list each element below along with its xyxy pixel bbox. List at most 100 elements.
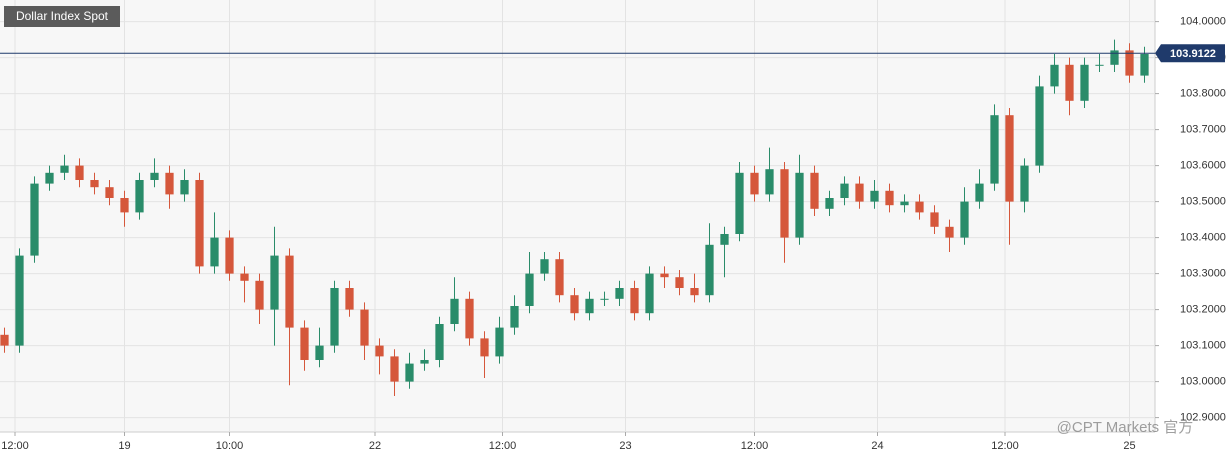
- candle-body: [690, 288, 699, 296]
- candle-body: [210, 237, 219, 267]
- y-tick-label: 104.0000: [1180, 16, 1226, 28]
- candle-body: [780, 169, 789, 238]
- candle-body: [915, 201, 924, 213]
- candle-body: [375, 345, 384, 357]
- candle-body: [0, 334, 9, 346]
- candle-body: [1020, 165, 1029, 202]
- candle-body: [225, 237, 234, 274]
- x-tick-label: 10:00: [216, 440, 244, 452]
- candle-body: [75, 165, 84, 180]
- candle-body: [435, 324, 444, 360]
- candle-body: [390, 356, 399, 382]
- candle-body: [885, 190, 894, 206]
- x-tick-label: 23: [619, 440, 631, 452]
- candle-body: [510, 306, 519, 328]
- candle-body: [300, 327, 309, 360]
- title-badge: [4, 6, 120, 27]
- watermark: @CPT Markets 官方: [1057, 419, 1194, 436]
- candle-body: [750, 172, 759, 195]
- candle-body: [870, 190, 879, 202]
- candle-body: [795, 172, 804, 238]
- candle-body: [90, 180, 99, 188]
- y-tick-label: 103.6000: [1180, 160, 1226, 172]
- candle-body: [255, 280, 264, 310]
- candle-body: [600, 298, 609, 300]
- candle-body: [150, 172, 159, 180]
- candle-body: [630, 288, 639, 314]
- candle-body: [825, 198, 834, 209]
- x-tick-label: 12:00: [741, 440, 769, 452]
- candle-body: [645, 273, 654, 314]
- y-tick-label: 103.5000: [1180, 196, 1226, 208]
- candle-body: [345, 288, 354, 310]
- candle-body: [810, 172, 819, 209]
- candle-body: [1140, 54, 1149, 76]
- y-tick-label: 103.0000: [1180, 376, 1226, 388]
- candle-body: [720, 234, 729, 245]
- candle-body: [315, 345, 324, 360]
- candle-body: [480, 338, 489, 357]
- candle-body: [1065, 64, 1074, 101]
- candle-body: [45, 172, 54, 184]
- candle-body: [420, 360, 429, 364]
- candle-body: [135, 180, 144, 213]
- candle-body: [240, 273, 249, 281]
- y-tick-label: 102.9000: [1180, 412, 1226, 424]
- candle-body: [270, 255, 279, 310]
- candle-body: [675, 277, 684, 288]
- candle-body: [615, 288, 624, 299]
- candle-body: [15, 255, 24, 346]
- candle-body: [120, 198, 129, 213]
- candle-body: [1005, 115, 1014, 202]
- y-tick-label: 103.3000: [1180, 268, 1226, 280]
- x-tick-label: 22: [369, 440, 381, 452]
- candle-body: [840, 183, 849, 198]
- candle-body: [555, 259, 564, 296]
- candle-body: [1050, 64, 1059, 87]
- candle-body: [540, 259, 549, 274]
- x-tick-label: 24: [871, 440, 883, 452]
- x-tick-label: 25: [1123, 440, 1135, 452]
- candle-body: [570, 295, 579, 314]
- chart-title: Dollar Index Spot: [16, 9, 109, 23]
- y-tick-label: 103.4000: [1180, 232, 1226, 244]
- candle-body: [960, 201, 969, 238]
- candle-body: [330, 288, 339, 346]
- candle-body: [525, 273, 534, 306]
- candle-body: [585, 298, 594, 314]
- candle-body: [855, 183, 864, 202]
- candle-body: [660, 273, 669, 278]
- last-price-label: 103.9122: [1170, 48, 1216, 60]
- candle-body: [1095, 64, 1104, 66]
- candle-body: [165, 172, 174, 195]
- candle-body: [1080, 64, 1089, 101]
- candle-body: [105, 187, 114, 198]
- candle-body: [60, 165, 69, 173]
- candle-body: [195, 180, 204, 267]
- candle-body: [1035, 86, 1044, 166]
- y-tick-label: 103.2000: [1180, 304, 1226, 316]
- candle-body: [1125, 50, 1134, 76]
- candle-body: [180, 180, 189, 195]
- candle-body: [945, 226, 954, 238]
- candle-body: [450, 298, 459, 324]
- candle-body: [930, 212, 939, 227]
- x-tick-label: 12:00: [489, 440, 517, 452]
- candle-body: [900, 201, 909, 206]
- candle-body: [705, 244, 714, 296]
- y-tick-label: 103.1000: [1180, 340, 1226, 352]
- candle-body: [990, 115, 999, 184]
- candle-body: [285, 255, 294, 328]
- x-tick-label: 12:00: [1, 440, 29, 452]
- y-tick-label: 103.7000: [1180, 124, 1226, 136]
- candle-body: [465, 298, 474, 339]
- candle-body: [30, 183, 39, 256]
- candle-body: [765, 169, 774, 195]
- candle-body: [1110, 50, 1119, 65]
- candle-body: [495, 327, 504, 357]
- y-tick-label: 103.8000: [1180, 88, 1226, 100]
- plot-background: [0, 0, 1155, 432]
- last-price-tag: [1155, 44, 1225, 63]
- candle-body: [360, 309, 369, 346]
